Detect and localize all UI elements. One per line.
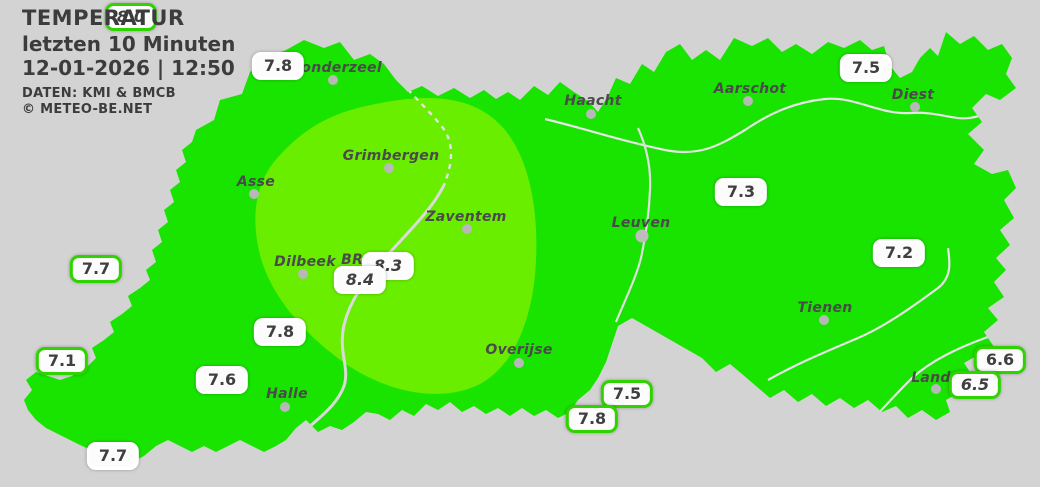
- city-label-diest: Diest: [891, 87, 935, 103]
- city-dot-londerzeel: [328, 75, 338, 85]
- city-dot-asse: [249, 189, 259, 199]
- road-tienen: [767, 247, 951, 381]
- city-dot-haacht: [586, 109, 596, 119]
- temp-badge-east-1: 7.3: [714, 178, 768, 206]
- temp-badge-brussels-city: 8.0: [104, 3, 158, 31]
- city-dot-zaventem: [462, 224, 472, 234]
- city-label-asse: Asse: [236, 174, 276, 190]
- temp-badge-center-west: 7.8: [253, 318, 307, 346]
- temp-badge-east-2: 7.2: [872, 239, 926, 267]
- city-label-leuven: Leuven: [611, 215, 671, 231]
- city-label-dilbeek: Dilbeek: [274, 254, 336, 270]
- city-label-overijse: Overijse: [485, 342, 553, 358]
- city-dot-overijse: [514, 358, 524, 368]
- road-leuven: [614, 127, 652, 323]
- road-north-east: [544, 90, 1016, 154]
- road-a12-dashed: [381, 57, 453, 186]
- city-label-grimbergen: Grimbergen: [342, 148, 440, 164]
- temp-badge-landen: 6.5: [948, 371, 1002, 399]
- temp-badge-south-2: 7.8: [565, 405, 619, 433]
- city-dot-halle: [280, 402, 290, 412]
- city-label-halle: Halle: [266, 386, 308, 402]
- city-label-tienen: Tienen: [797, 300, 853, 316]
- road-brussels-halle: [293, 184, 446, 442]
- city-dot-landen: [931, 384, 941, 394]
- city-dot-tienen: [819, 315, 829, 325]
- city-label-haacht: Haacht: [564, 93, 622, 109]
- temp-badge-londerzeel: 7.8: [251, 52, 305, 80]
- temp-badge-west-2: 7.1: [35, 347, 89, 375]
- city-dot-leuven: [635, 229, 649, 243]
- city-dot-dilbeek: [298, 269, 308, 279]
- city-label-aarschot: Aarschot: [713, 81, 787, 97]
- city-dot-aarschot: [743, 96, 753, 106]
- temp-badge-halle-area: 7.6: [195, 366, 249, 394]
- temp-badge-south-1: 7.5: [600, 380, 654, 408]
- city-dot-grimbergen: [384, 163, 394, 173]
- city-dot-diest: [910, 102, 920, 112]
- temp-badge-brussels-2: 8.4: [333, 266, 387, 294]
- city-label-zaventem: Zaventem: [425, 209, 507, 225]
- temp-badge-southeast-1: 6.6: [973, 346, 1027, 374]
- temp-badge-west-1: 7.7: [69, 255, 123, 283]
- city-label-londerzeel: Londerzeel: [292, 60, 382, 76]
- temp-badge-northeast: 7.5: [839, 54, 893, 82]
- temp-badge-southwest: 7.7: [86, 442, 140, 470]
